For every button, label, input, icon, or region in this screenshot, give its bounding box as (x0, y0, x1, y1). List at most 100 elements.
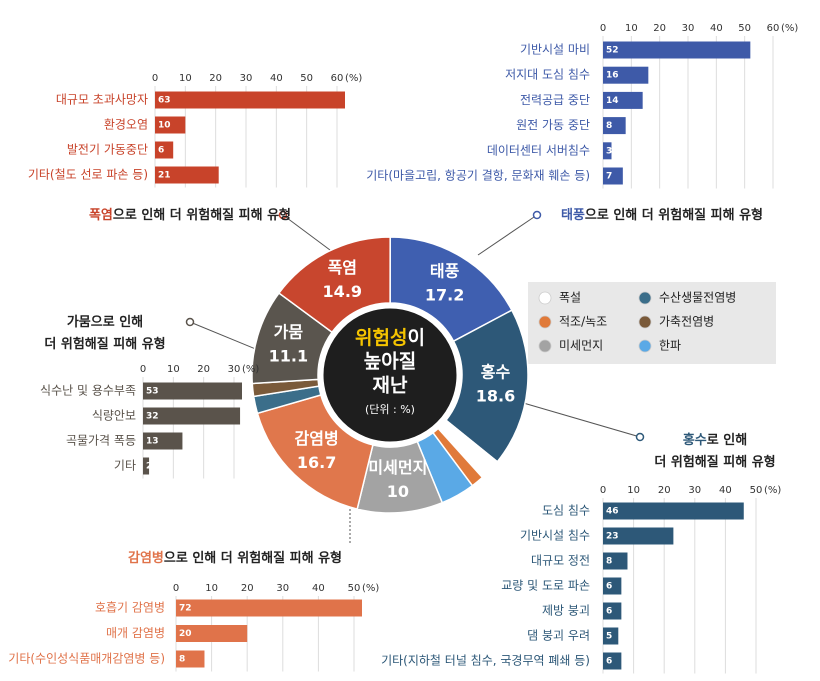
value-label: 8 (606, 557, 612, 567)
category-label: 원전 가동 중단 (516, 118, 590, 132)
category-label: 기타(지하철 터널 침수, 국경무역 폐쇄 등) (381, 654, 590, 668)
value-label: 2 (146, 462, 152, 472)
x-tick-label: 0 (173, 583, 179, 594)
category-label: 제방 붕괴 (542, 604, 590, 618)
value-label: 6 (606, 657, 612, 667)
value-label: 6 (606, 607, 612, 617)
x-tick-label: 10 (627, 485, 640, 496)
x-tick-label: 60 (767, 23, 780, 34)
value-label: 46 (606, 507, 619, 517)
title-text: 으로 인해 더 위험해질 피해 유형 (164, 550, 342, 566)
segment-value: 11.1 (269, 346, 308, 365)
category-label: 기반시설 침수 (520, 529, 590, 543)
bar (143, 382, 242, 400)
legend-label: 가축전염병 (659, 315, 714, 329)
x-tick-label: 20 (197, 364, 210, 375)
center-line: 높아질 (364, 351, 416, 373)
x-tick-label: 50 (750, 485, 763, 496)
leader-dot (185, 317, 195, 327)
title-text: 으로 인해 더 위험해질 피해 유형 (113, 207, 291, 223)
bar (143, 407, 241, 425)
x-tick-label: 40 (719, 485, 732, 496)
value-label: 6 (158, 146, 164, 156)
title-highlight: 홍수 (683, 432, 707, 448)
value-label: 52 (606, 46, 619, 56)
title-text: 로 인해 (707, 432, 747, 448)
bar (155, 91, 345, 109)
category-label: 대규모 정전 (531, 554, 590, 568)
segment-value: 14.9 (323, 282, 362, 301)
category-label: 발전기 가동중단 (67, 143, 148, 157)
legend-box (528, 282, 776, 364)
segment-value: 18.6 (476, 387, 515, 406)
value-label: 32 (146, 412, 159, 422)
title-highlight: 폭염 (89, 207, 113, 223)
category-label: 매개 감염병 (106, 626, 165, 640)
bar (155, 116, 186, 134)
category-label: 호흡기 감염병 (95, 601, 165, 615)
leader-line (477, 214, 538, 256)
leader-line (282, 214, 331, 251)
category-label: 기반시설 마비 (520, 43, 590, 57)
category-label: 기타(수인성식품매개감염병 등) (8, 652, 165, 666)
legend-swatch (538, 339, 552, 353)
legend-label: 폭설 (559, 291, 581, 305)
leader-line (519, 401, 641, 438)
center-highlight: 위험성 (355, 327, 407, 349)
leaders (185, 210, 645, 545)
center-disc (320, 305, 460, 445)
chart-title: 가뭄으로 인해 (67, 314, 143, 330)
bar (603, 652, 622, 670)
unit-label: (%) (781, 23, 798, 34)
category-label: 전력공급 중단 (520, 93, 590, 107)
bar (603, 602, 622, 620)
value-label: 53 (146, 387, 159, 397)
category-label: 기타(철도 선로 파손 등) (28, 168, 148, 182)
chart-title: 더 위험해질 피해 유형 (654, 454, 775, 470)
x-tick-label: 30 (228, 364, 241, 375)
x-tick-label: 30 (688, 485, 701, 496)
bar (603, 627, 619, 645)
category-label: 댐 붕괴 우려 (527, 629, 590, 643)
chart-title: 감염병으로 인해 더 위험해질 피해 유형 (128, 550, 342, 566)
segment-value: 16.7 (297, 453, 336, 472)
bar (143, 457, 150, 475)
chart-title: 태풍으로 인해 더 위험해질 피해 유형 (561, 207, 763, 223)
category-label: 기타 (114, 459, 136, 473)
bar (603, 41, 751, 59)
title-text: 더 위험해질 피해 유형 (44, 336, 165, 352)
category-label: 교량 및 도로 파손 (501, 579, 590, 593)
x-tick-label: 0 (600, 485, 606, 496)
category-label: 대규모 초과사망자 (56, 93, 148, 107)
category-label: 식량안보 (92, 409, 136, 423)
legend-label: 한파 (659, 339, 681, 353)
unit-label: (%) (242, 364, 259, 375)
bar (603, 527, 674, 545)
x-tick-label: 0 (600, 23, 606, 34)
value-label: 6 (606, 582, 612, 592)
pie-segment (444, 309, 529, 463)
title-highlight: 태풍 (561, 208, 585, 223)
bar (603, 117, 626, 135)
x-tick-label: 10 (205, 583, 218, 594)
legend-swatch (638, 315, 652, 329)
segment-name: 폭염 (328, 258, 357, 277)
x-tick-label: 50 (738, 23, 751, 34)
title-text: 더 위험해질 피해 유형 (654, 454, 775, 470)
legend-label: 수산생물전염병 (659, 291, 736, 305)
pie-segment (277, 236, 391, 334)
value-label: 16 (606, 71, 619, 81)
bar (155, 141, 174, 159)
legend-swatch (538, 315, 552, 329)
category-label: 데이터센터 서버침수 (487, 143, 590, 157)
legend-label: 미세먼지 (559, 339, 603, 353)
bar (603, 167, 623, 185)
value-label: 3 (606, 146, 612, 156)
category-label: 곡물가격 폭등 (66, 434, 136, 448)
value-label: 20 (179, 629, 192, 639)
leader-dot (532, 210, 542, 220)
category-label: 기타(마을고립, 항공기 결항, 문화재 훼손 등) (366, 169, 590, 183)
segment-name: 태풍 (430, 262, 460, 281)
x-tick-label: 10 (625, 23, 638, 34)
leader-line (189, 321, 259, 351)
